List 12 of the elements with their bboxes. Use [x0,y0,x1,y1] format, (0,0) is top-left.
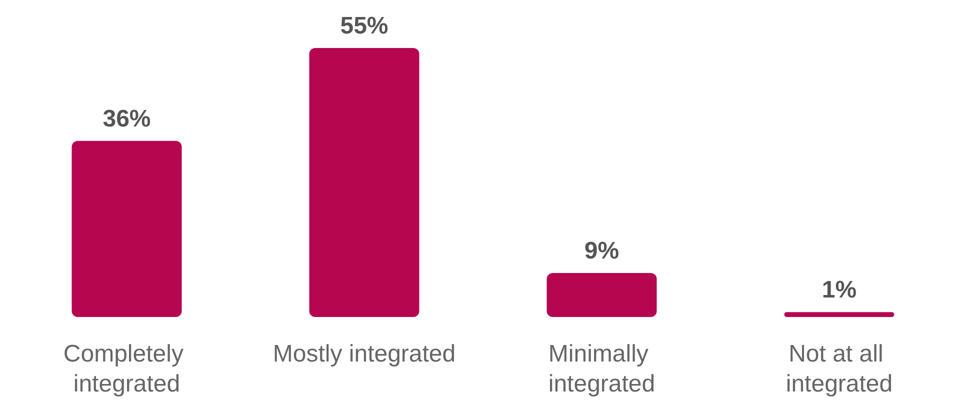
bar [309,48,420,317]
x-tick-label: Mostly integrated [272,340,456,368]
data-label: 1% [822,276,857,304]
data-label: 9% [584,237,620,264]
data-label: 55% [340,12,388,40]
bar [72,140,182,317]
bar [784,312,894,317]
x-tick-label: Not at all integrated [786,340,893,398]
bar [546,272,657,317]
x-tick-label: Minimally integrated [548,340,656,398]
data-label: 36% [102,105,151,132]
x-tick-label: Completely integrated [63,340,190,398]
